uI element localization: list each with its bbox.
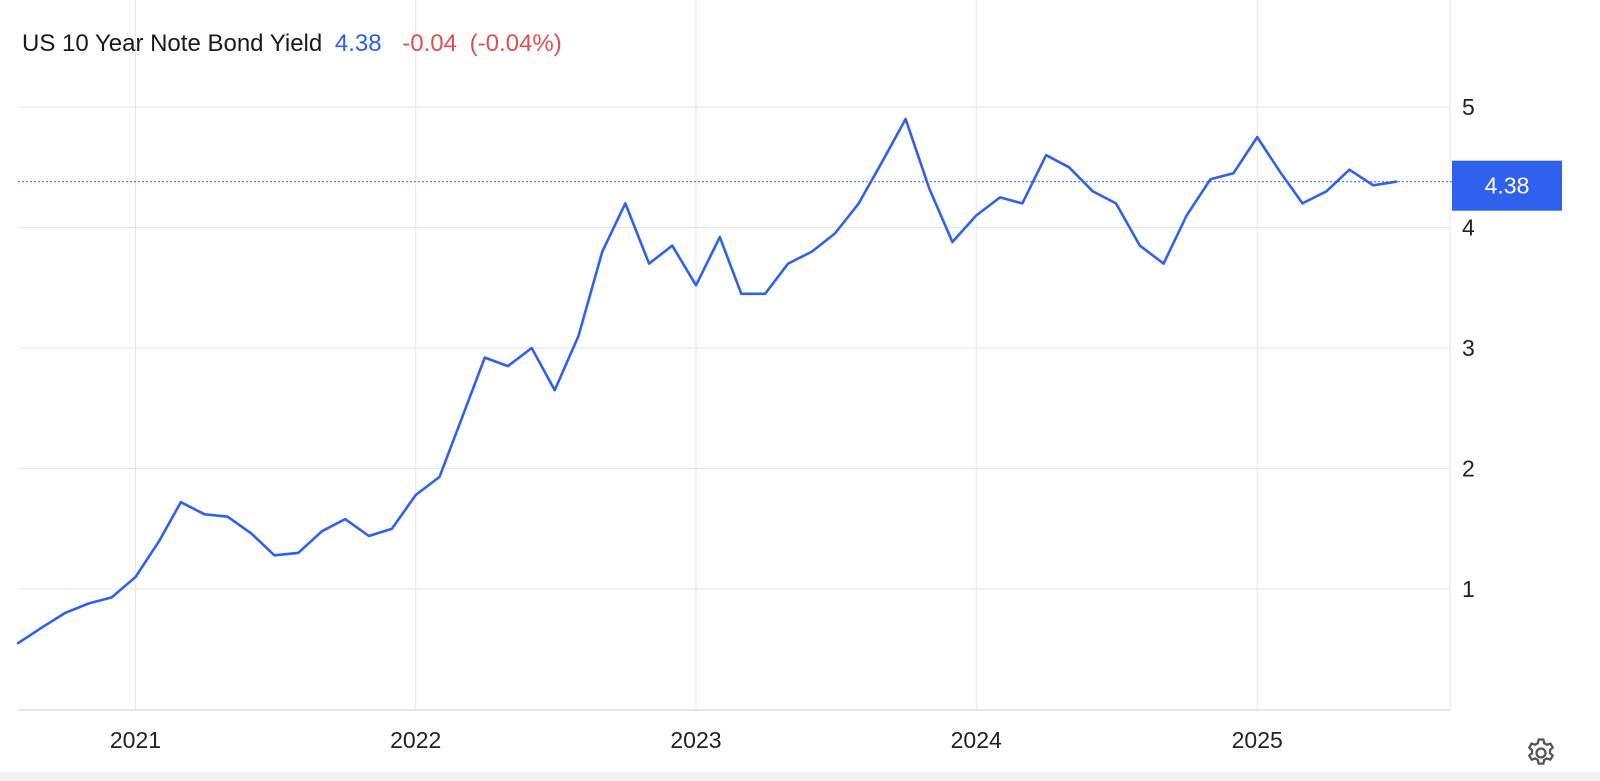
x-tick-label: 2024 [951, 727, 1002, 753]
y-tick-labels: 1 2 3 4 5 [1462, 94, 1475, 602]
grid-horizontal [18, 106, 1450, 590]
change-percent: (-0.04%) [469, 30, 562, 57]
y-tick-label: 3 [1462, 335, 1475, 361]
y-tick-label: 4 [1462, 215, 1475, 241]
x-tick-label: 2025 [1232, 727, 1283, 753]
bottom-strip [0, 772, 1600, 781]
instrument-title: US 10 Year Note Bond Yield [22, 30, 323, 57]
y-tick-label: 5 [1462, 94, 1475, 120]
current-value-badge-bg [1452, 160, 1562, 211]
grid-vertical [134, 0, 1258, 710]
gear-icon[interactable] [1524, 736, 1558, 770]
series-group [16, 117, 1398, 645]
x-tick-labels: 2021 2022 2023 2024 2025 [110, 727, 1283, 753]
x-tick-label: 2022 [390, 727, 441, 753]
y-tick-label: 2 [1462, 456, 1475, 482]
chart-header: US 10 Year Note Bond Yield 4.38 -0.04 (-… [22, 30, 562, 58]
current-value-badge: 4.38 [1452, 160, 1562, 211]
change-value: -0.04 [402, 30, 457, 57]
current-value-label: 4.38 [1485, 173, 1530, 199]
last-value: 4.38 [334, 30, 382, 57]
series-line [16, 117, 1398, 645]
y-tick-label: 1 [1462, 576, 1475, 602]
x-tick-label: 2023 [670, 727, 721, 753]
x-tick-label: 2021 [110, 727, 161, 753]
